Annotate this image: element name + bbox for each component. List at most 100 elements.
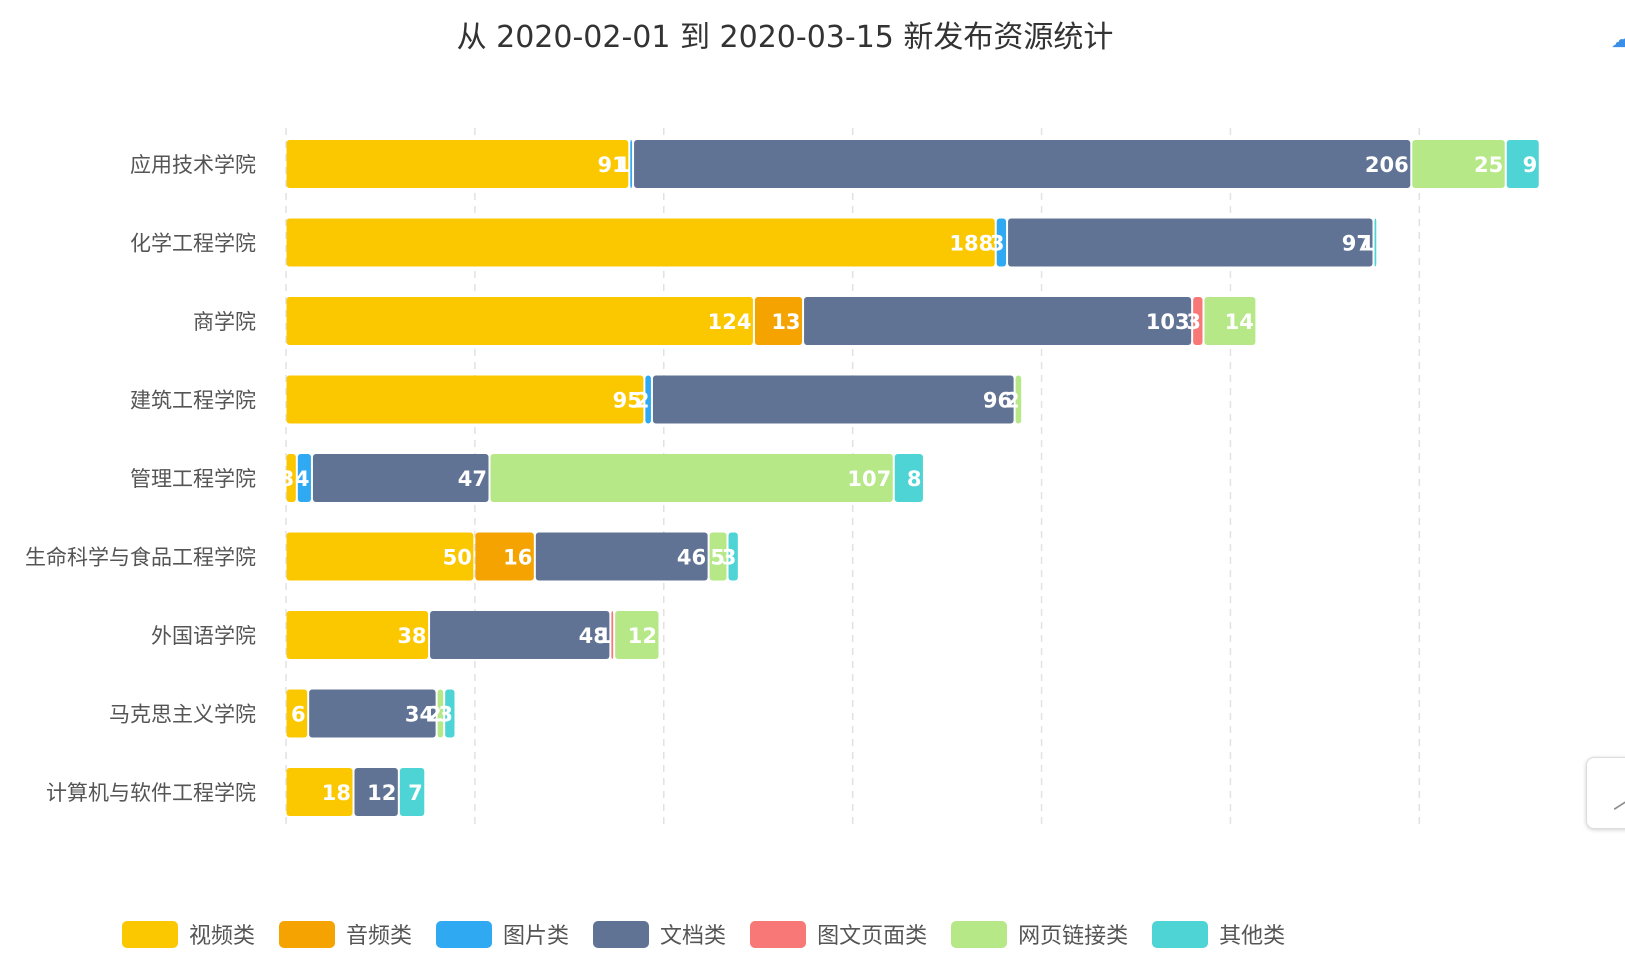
y-tick-label: 建筑工程学院 xyxy=(130,389,256,413)
data-label: 12 xyxy=(367,781,396,805)
y-tick-label: 生命科学与食品工程学院 xyxy=(25,546,256,570)
data-label: 188 xyxy=(949,232,993,256)
y-tick-label: 应用技术学院 xyxy=(130,153,256,177)
data-label: 34 xyxy=(405,703,434,727)
data-label: 3 xyxy=(722,546,737,570)
y-tick-label: 计算机与软件工程学院 xyxy=(46,781,256,805)
data-label: 38 xyxy=(397,624,426,648)
bar-segment xyxy=(354,768,398,816)
bar-segment xyxy=(1015,375,1022,424)
legend-swatch xyxy=(951,920,1008,948)
y-tick-label: 管理工程学院 xyxy=(130,467,256,491)
data-label: 8 xyxy=(907,467,922,491)
chevron-up-icon: ︿ xyxy=(1613,780,1625,815)
bar-segment xyxy=(437,689,444,738)
bar-segment xyxy=(286,768,353,816)
data-label: 4 xyxy=(295,467,310,491)
data-label: 2 xyxy=(1005,389,1020,413)
bar-segment xyxy=(611,611,614,659)
data-label: 95 xyxy=(613,389,642,413)
bar-segment xyxy=(728,532,738,581)
bar-segment xyxy=(652,375,1014,424)
data-label: 25 xyxy=(1474,153,1503,177)
bar-segment xyxy=(1008,218,1373,267)
legend-item[interactable]: 音频类 xyxy=(279,918,412,950)
bar-segment xyxy=(1204,297,1256,345)
data-label: 18 xyxy=(322,781,351,805)
legend-item[interactable]: 文档类 xyxy=(593,918,726,950)
bar-segment xyxy=(286,532,474,581)
data-label: 3 xyxy=(1186,310,1201,334)
bar-segment xyxy=(1412,140,1505,188)
legend-item[interactable]: 图片类 xyxy=(436,918,569,950)
legend-swatch xyxy=(279,920,336,948)
bar-segment xyxy=(615,611,659,659)
data-label: 1 xyxy=(616,153,631,177)
bar-segment xyxy=(1506,140,1539,188)
data-label: 9 xyxy=(1523,153,1538,177)
bar-segment xyxy=(286,611,429,659)
legend-item[interactable]: 其他类 xyxy=(1152,918,1285,950)
legend-swatch xyxy=(122,920,178,948)
data-label: 3 xyxy=(438,703,453,727)
bar-segment xyxy=(754,297,803,345)
legend-item[interactable]: 视频类 xyxy=(122,918,255,950)
bar-segment xyxy=(286,218,995,267)
bar-segment xyxy=(894,454,923,502)
legend-item[interactable]: 网页链接类 xyxy=(951,918,1128,950)
data-label: 3 xyxy=(280,467,295,491)
data-label: 7 xyxy=(408,781,423,805)
data-label: 46 xyxy=(677,546,706,570)
bar-segment xyxy=(286,454,296,502)
bar-segment xyxy=(634,140,1411,188)
legend-swatch xyxy=(1152,920,1209,948)
data-label: 16 xyxy=(503,546,532,570)
data-label: 96 xyxy=(983,389,1012,413)
bar-segment xyxy=(286,140,629,188)
y-tick-label: 外国语学院 xyxy=(151,624,256,648)
bar-segment xyxy=(996,218,1007,267)
data-label: 2 xyxy=(427,703,442,727)
data-label: 48 xyxy=(579,624,608,648)
bar-segment xyxy=(804,297,1192,345)
bar-segment xyxy=(445,689,455,738)
bar-segment xyxy=(709,532,727,581)
data-label: 14 xyxy=(1225,310,1254,334)
data-label: 47 xyxy=(458,467,487,491)
legend-swatch xyxy=(750,920,807,948)
legend-label: 图文页面类 xyxy=(817,924,928,949)
bar-segment xyxy=(645,375,651,424)
bar-segment xyxy=(1374,218,1377,267)
bar-segment xyxy=(312,454,489,502)
data-label: 97 xyxy=(1342,232,1371,256)
data-label: 13 xyxy=(771,310,800,334)
data-label: 124 xyxy=(708,310,752,334)
back-to-top-button[interactable]: ︿ xyxy=(1586,757,1625,829)
chart-title: 从 2020-02-01 到 2020-03-15 新发布资源统计 xyxy=(456,20,1114,55)
data-label: 3 xyxy=(990,232,1005,256)
legend-label: 视频类 xyxy=(189,924,256,949)
legend-label: 文档类 xyxy=(660,924,727,949)
data-label: 6 xyxy=(291,703,306,727)
bar-segment xyxy=(297,454,311,502)
y-tick-label: 化学工程学院 xyxy=(130,232,256,256)
legend-label: 网页链接类 xyxy=(1018,924,1129,949)
cloud-icon[interactable]: ☁ xyxy=(1611,25,1625,53)
chart-legend: 视频类 音频类 图片类 文档类 图文页面类 网页链接类 其他类 xyxy=(122,918,1309,950)
legend-swatch xyxy=(593,920,650,948)
data-label: 2 xyxy=(635,389,650,413)
data-label: 5 xyxy=(710,546,725,570)
data-label: 103 xyxy=(1146,310,1190,334)
bar-segment xyxy=(535,532,708,581)
bar-chart: 应用技术学院化学工程学院商学院建筑工程学院管理工程学院生命科学与食品工程学院外国… xyxy=(25,128,1539,828)
y-tick-label: 马克思主义学院 xyxy=(109,703,256,727)
legend-swatch xyxy=(436,920,493,948)
bar-segment xyxy=(286,375,644,424)
legend-label: 图片类 xyxy=(503,924,570,949)
legend-label: 其他类 xyxy=(1219,924,1286,949)
bar-segment xyxy=(286,297,753,345)
legend-item[interactable]: 图文页面类 xyxy=(750,918,927,950)
bar-segment xyxy=(399,768,425,816)
data-label: 91 xyxy=(598,153,627,177)
data-label: 1 xyxy=(597,624,612,648)
